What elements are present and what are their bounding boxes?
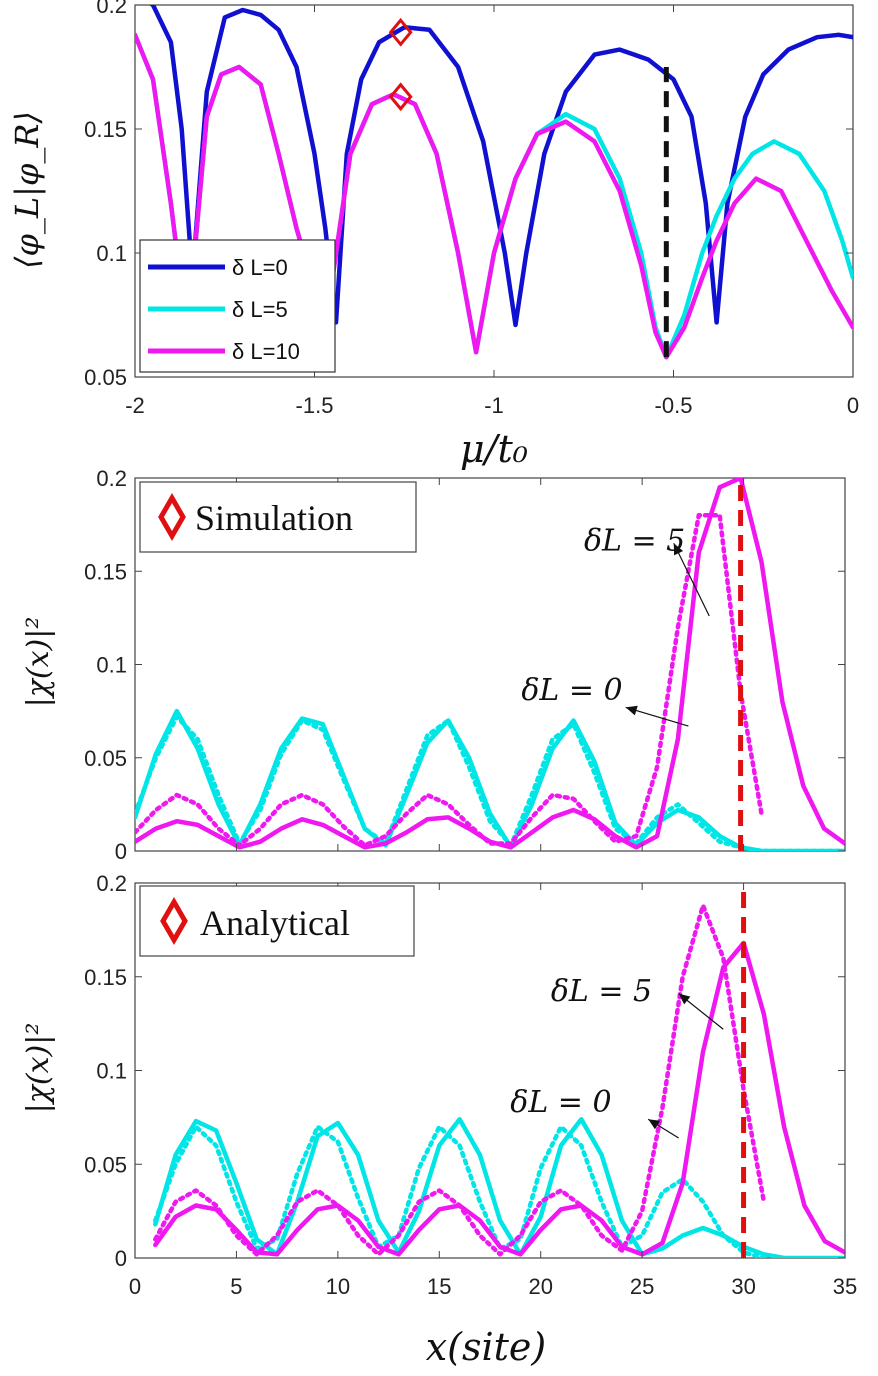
bottom-y-axis-label: |χ(x)|² xyxy=(21,1023,56,1114)
panel-top: 0.05 0.1 0.15 0.2 -2 -1.5 -1 -0.5 0 μ/t₀ ⟨φ_L|φ_… xyxy=(8,0,859,471)
legend-label-dl10: δ L=10 xyxy=(232,339,300,364)
middle-annotation-1: δL = 0 xyxy=(521,673,622,708)
panel-bottom: δL = 5 δL = 0 0 0.05 0.1 0.15 0.2 0 5 10 15 20 25 30… xyxy=(21,871,857,1369)
simulation-label: Simulation xyxy=(195,498,353,538)
top-xtick-label-3: -0.5 xyxy=(655,393,693,418)
bottom-ytick-label-4: 0.2 xyxy=(96,871,127,896)
simulation-box xyxy=(139,481,417,553)
top-diamond-marker-1 xyxy=(388,82,413,112)
legend-label-dl0: δ L=0 xyxy=(232,255,288,280)
middle-annotation-arrowhead-0 xyxy=(673,543,684,556)
bottom-xtick-label-3: 15 xyxy=(427,1274,451,1299)
top-legend: δ L=0 δ L=5 δ L=10 xyxy=(139,239,336,373)
middle-ytick-label-3: 0.15 xyxy=(84,559,127,584)
bottom-x-axis-label: x(site) xyxy=(426,1325,547,1369)
middle-ytick-label-2: 0.1 xyxy=(96,653,127,678)
top-xtick-label-2: -1 xyxy=(484,393,504,418)
bottom-series-magenta-dotted xyxy=(153,903,767,1257)
middle-y-axis-label: |χ(x)|² xyxy=(21,617,56,708)
top-series--l-0 xyxy=(149,5,853,328)
bottom-xtick-label-1: 5 xyxy=(230,1274,242,1299)
top-ytick-label-1: 0.1 xyxy=(96,241,127,266)
simulation-diamond-icon xyxy=(158,493,186,541)
bottom-xtick-label-7: 35 xyxy=(833,1274,857,1299)
bottom-xtick-label-6: 30 xyxy=(731,1274,755,1299)
middle-series-cyan-solid xyxy=(135,708,845,851)
bottom-xtick-label-5: 25 xyxy=(630,1274,654,1299)
middle-series-magenta-dotted xyxy=(135,513,764,848)
analytical-diamond-icon xyxy=(160,897,188,945)
top-ytick-label-3: 0.2 xyxy=(96,0,127,18)
legend-label-dl5: δ L=5 xyxy=(232,297,288,322)
top-y-axis-label: ⟨φ_L|φ_R⟩ xyxy=(8,111,46,269)
middle-series-cyan-dotted xyxy=(135,714,845,851)
top-ytick-label-2: 0.15 xyxy=(84,117,127,142)
middle-annotation-arrowhead-1 xyxy=(625,705,638,716)
bottom-annotation-arrowhead-0 xyxy=(678,993,691,1005)
panel-middle: δL = 5 δL = 0 0 0.05 0.1 0.15 0.2 |χ(x)|² Sim… xyxy=(21,466,846,864)
top-x-axis-label: μ/t₀ xyxy=(460,427,528,471)
bottom-ytick-label-3: 0.15 xyxy=(84,965,127,990)
bottom-xtick-label-4: 20 xyxy=(528,1274,552,1299)
top-diamond-marker-0 xyxy=(388,17,413,47)
bottom-series-cyan-dotted xyxy=(153,1124,767,1258)
top-ytick-label-0: 0.05 xyxy=(84,365,127,390)
top-xtick-label-4: 0 xyxy=(847,393,859,418)
bottom-annotation-0: δL = 5 xyxy=(551,974,652,1009)
simulation-label-box: Simulation xyxy=(139,481,417,553)
bottom-series-magenta-solid xyxy=(153,940,845,1257)
analytical-label: Analytical xyxy=(200,903,350,943)
bottom-ytick-label-1: 0.05 xyxy=(84,1152,127,1177)
top-xtick-label-1: -1.5 xyxy=(296,393,334,418)
middle-ytick-label-1: 0.05 xyxy=(84,746,127,771)
middle-annotation-arrow-0 xyxy=(673,543,710,617)
bottom-xtick-label-2: 10 xyxy=(326,1274,350,1299)
middle-annotation-0: δL = 5 xyxy=(584,524,685,559)
bottom-annotation-1: δL = 0 xyxy=(510,1085,611,1120)
bottom-annotation-arrowhead-1 xyxy=(648,1119,661,1130)
middle-ytick-label-0: 0 xyxy=(115,839,127,864)
analytical-label-box: Analytical xyxy=(139,885,415,957)
top-xtick-label-0: -2 xyxy=(125,393,145,418)
middle-ytick-label-4: 0.2 xyxy=(96,466,127,491)
top-series--l-10 xyxy=(135,32,853,360)
bottom-xtick-label-0: 0 xyxy=(129,1274,141,1299)
bottom-ytick-label-0: 0 xyxy=(115,1246,127,1271)
bottom-ytick-label-2: 0.1 xyxy=(96,1059,127,1084)
